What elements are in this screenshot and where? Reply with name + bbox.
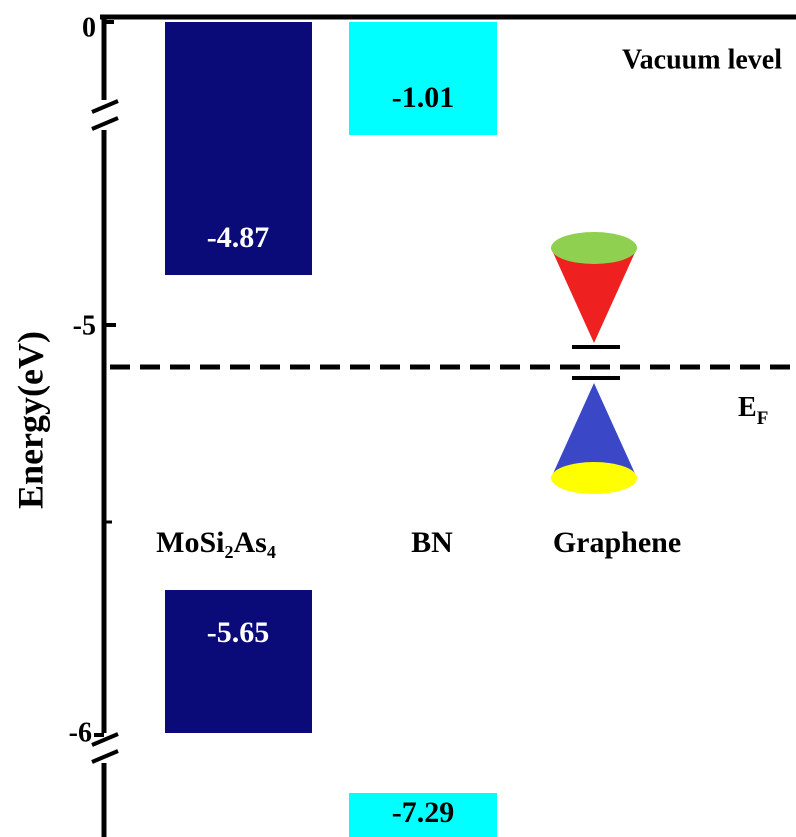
- material-label: Graphene: [553, 526, 681, 559]
- band: [165, 590, 312, 733]
- band-label: -4.87: [207, 221, 270, 254]
- cone-bottom: [551, 462, 637, 494]
- tick-label: 0: [82, 12, 96, 43]
- fermi-sub: F: [757, 408, 769, 429]
- axis-label: Energy(eV): [10, 331, 50, 509]
- band-label: -7.29: [392, 796, 455, 829]
- page: 0 -5 -6 Energy(eV) Vacuum level EF -4.87…: [0, 0, 796, 837]
- diagram: 0 -5 -6 Energy(eV) Vacuum level EF -4.87…: [0, 0, 796, 837]
- band-label: -1.01: [392, 81, 455, 114]
- material-label: MoSi₂As₄: [156, 526, 276, 559]
- tick-label: -5: [73, 310, 96, 341]
- tick-label: -6: [69, 717, 92, 748]
- material-label: BN: [411, 526, 453, 559]
- vacuum-label: Vacuum level: [622, 44, 782, 75]
- band-label: -5.65: [207, 616, 270, 649]
- fermi-label: EF: [738, 392, 768, 429]
- band: [349, 22, 497, 135]
- cone-top: [551, 232, 637, 264]
- fermi-base: E: [738, 392, 757, 423]
